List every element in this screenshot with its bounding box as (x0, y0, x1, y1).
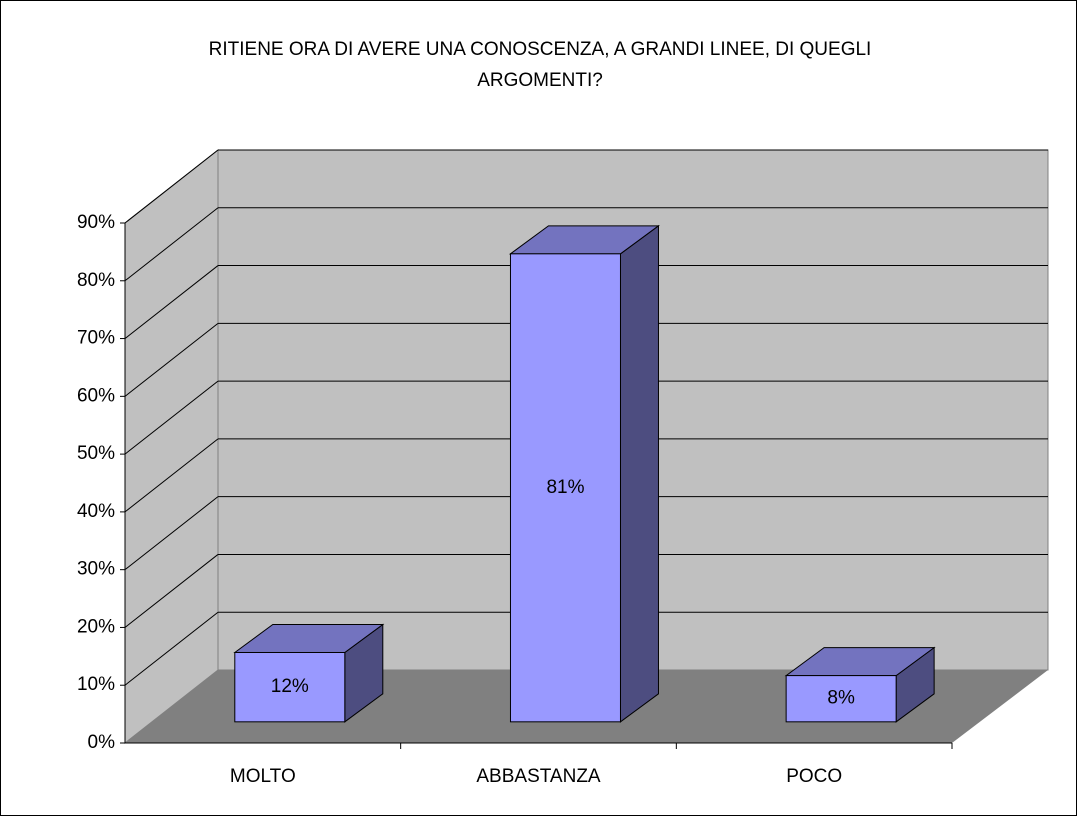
y-tick-label: 70% (77, 328, 115, 349)
y-tick-label: 30% (77, 559, 115, 580)
y-tick-label: 80% (77, 270, 115, 291)
grid-line (124, 438, 219, 513)
y-tick-label: 90% (77, 212, 115, 233)
value-label: 8% (827, 688, 855, 709)
y-tick-label: 50% (77, 443, 115, 464)
y-tick-label: 10% (77, 674, 115, 695)
y-tick-label: 60% (77, 385, 115, 406)
value-label: 81% (546, 477, 584, 498)
y-tick-label: 20% (77, 616, 115, 637)
bar (509, 253, 621, 723)
bar-side (619, 224, 659, 723)
grid-line (124, 265, 219, 339)
chart-title: RITIENE ORA DI AVERE UNA CONOSCENZA, A G… (208, 39, 872, 91)
grid-line (124, 322, 219, 397)
grid-line (124, 611, 219, 686)
grid-line (124, 380, 219, 455)
bar (234, 651, 346, 723)
grid-line (124, 207, 219, 282)
grid-line (124, 496, 219, 571)
x-tick-label: POCO (786, 766, 842, 787)
grid-line (124, 554, 219, 628)
value-label: 12% (271, 676, 309, 697)
bar (785, 675, 897, 723)
y-tick-label: 0% (88, 732, 116, 753)
x-tick-label: ABBASTANZA (476, 766, 601, 787)
grid-line (124, 149, 219, 224)
side-wall (124, 148, 219, 745)
y-tick-label: 40% (77, 501, 115, 522)
x-tick-label: MOLTO (230, 766, 296, 787)
